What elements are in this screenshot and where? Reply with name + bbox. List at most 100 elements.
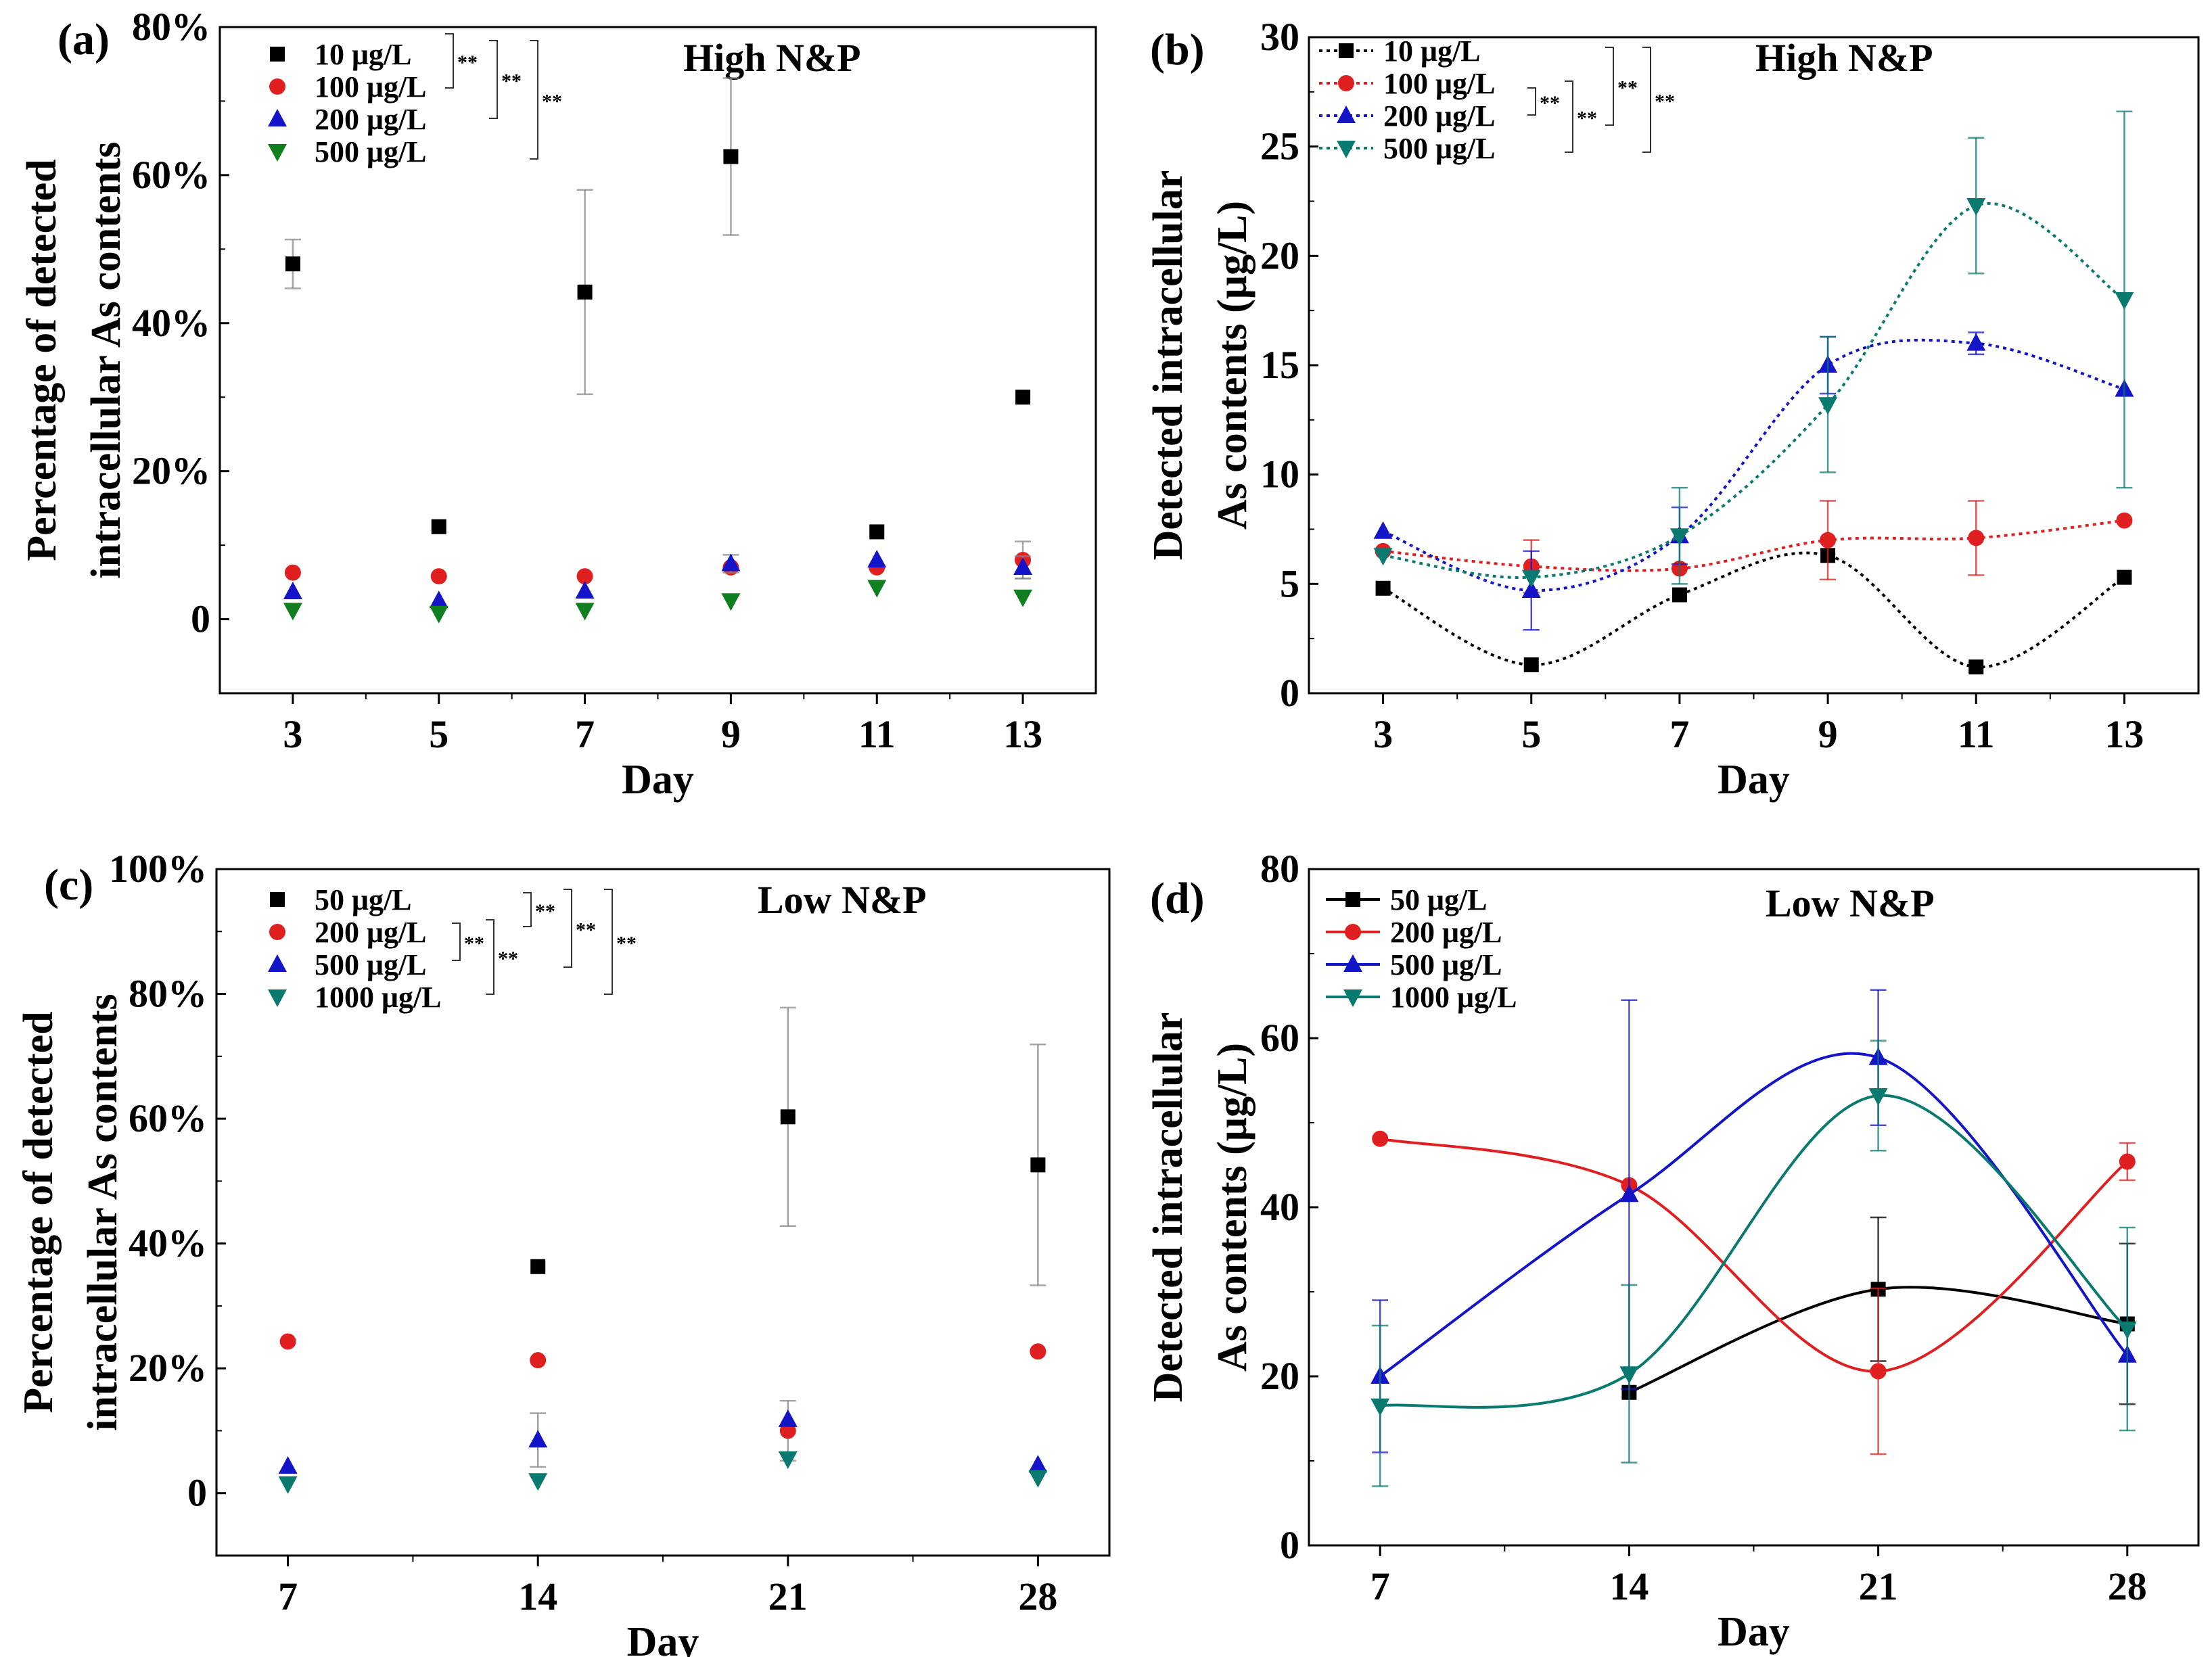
series-4 xyxy=(1373,110,2134,588)
y-tick-label: 0 xyxy=(1280,1523,1299,1567)
y-tick-label: 100% xyxy=(109,847,207,891)
bracket-line xyxy=(530,40,538,160)
significance-mark: ** xyxy=(1540,92,1560,114)
legend-marker xyxy=(1345,892,1360,907)
bracket-line xyxy=(1642,47,1651,153)
legend-label: 1000 μg/L xyxy=(1390,981,1517,1014)
legend-label: 100 μg/L xyxy=(1383,67,1496,100)
data-point xyxy=(1015,390,1031,405)
significance-mark: ** xyxy=(457,51,478,74)
x-axis-title: Day xyxy=(1718,1609,1790,1655)
data-point xyxy=(1966,333,1986,351)
y-tick-label: 0 xyxy=(1280,671,1299,715)
data-point xyxy=(1619,1184,1639,1203)
x-tick-label: 13 xyxy=(1003,712,1042,756)
chart-panel-c: 0 20% 40% 60% 80% 100% 7 14 21 28 Day Percentage of… xyxy=(16,847,1111,1657)
y-axis-title-line-2: As contents (μg/L) xyxy=(1209,1043,1255,1372)
data-point xyxy=(867,550,887,567)
y-tick-label: 25 xyxy=(1260,124,1299,168)
y-axis-title-line-1: Detected intracellular xyxy=(1145,1012,1191,1403)
x-tick-label: 7 xyxy=(1370,1564,1390,1608)
series-line xyxy=(1383,519,2125,572)
series-1 xyxy=(530,1006,1046,1286)
data-point xyxy=(283,582,302,600)
series-line xyxy=(1382,551,2125,669)
significance-bracket: ** xyxy=(1605,47,1638,126)
y-tick-label: 20 xyxy=(1260,233,1299,277)
data-point xyxy=(1030,1343,1046,1360)
legend-marker xyxy=(1343,989,1362,1007)
data-point xyxy=(283,603,302,621)
data-point xyxy=(1521,580,1541,599)
bracket-line xyxy=(1565,80,1573,153)
legend-label: 200 μg/L xyxy=(315,916,427,949)
significance-bracket: ** xyxy=(1565,80,1597,153)
bracket-line xyxy=(486,919,494,995)
x-axis-title: Day xyxy=(627,1619,699,1657)
significance-bracket: ** xyxy=(445,33,478,89)
legend-label: 1000 μg/L xyxy=(315,981,442,1014)
x-tick-label: 11 xyxy=(1958,712,1995,756)
legend-entry-4: 500 μg/L xyxy=(268,135,427,168)
data-point xyxy=(1373,548,1393,566)
data-point xyxy=(1868,1088,1888,1106)
data-point xyxy=(721,593,741,611)
y-axis-title-line-1: Percentage of detected xyxy=(19,159,65,561)
data-point xyxy=(1373,521,1393,539)
x-tick-label: 21 xyxy=(1859,1564,1898,1608)
legend-marker xyxy=(268,109,287,126)
legend-marker xyxy=(1337,141,1356,158)
y-tick-label: 30 xyxy=(1260,15,1299,59)
series-1 xyxy=(1375,548,2132,675)
data-point xyxy=(1372,1130,1389,1147)
legend-entry-1: 50 μg/L xyxy=(1326,883,1488,916)
y-tick-label: 80% xyxy=(132,5,210,49)
data-point xyxy=(429,590,448,609)
legend-marker xyxy=(1343,954,1362,972)
series-line xyxy=(1379,1052,2129,1378)
data-point xyxy=(1013,589,1033,607)
legend-entry-3: 200 μg/L xyxy=(1319,99,1496,133)
data-point xyxy=(1030,1157,1046,1173)
data-point xyxy=(528,1473,548,1491)
data-point xyxy=(867,580,887,598)
x-tick-label: 11 xyxy=(858,712,896,756)
significance-bracket: ** xyxy=(486,919,518,995)
data-point xyxy=(1818,397,1838,415)
y-tick-label: 10 xyxy=(1260,452,1299,496)
legend-label: 200 μg/L xyxy=(1383,99,1496,133)
data-point xyxy=(1672,587,1687,603)
significance-mark: ** xyxy=(501,70,522,93)
data-point xyxy=(1028,1455,1048,1473)
data-point xyxy=(1968,530,1985,546)
bracket-line xyxy=(1605,47,1614,126)
bracket-line xyxy=(452,923,461,961)
bracket-line xyxy=(1527,87,1536,116)
significance-mark: ** xyxy=(616,933,637,955)
legend-entry-4: 1000 μg/L xyxy=(268,981,442,1014)
data-point xyxy=(778,1409,798,1427)
series-line xyxy=(1382,338,2125,592)
series-1 xyxy=(284,77,1031,540)
legend-marker xyxy=(268,144,287,162)
significance-mark: ** xyxy=(542,91,562,113)
significance-bracket: ** xyxy=(489,40,522,119)
series-line xyxy=(1383,202,2125,580)
panel-label: (c) xyxy=(44,860,93,910)
data-point xyxy=(1820,532,1837,549)
legend-label: 200 μg/L xyxy=(1390,916,1502,949)
data-point xyxy=(576,568,593,585)
series-3 xyxy=(278,1409,1048,1474)
legend-label: 500 μg/L xyxy=(1383,132,1496,165)
legend-entry-3: 200 μg/L xyxy=(268,103,427,136)
significance-mark: ** xyxy=(498,948,518,970)
y-axis-title-line-2: intracellular As contents xyxy=(83,141,129,578)
legend-entry-2: 100 μg/L xyxy=(269,70,427,103)
x-tick-label: 28 xyxy=(1018,1574,1057,1618)
data-point xyxy=(528,1430,548,1448)
y-tick-label: 40% xyxy=(132,301,210,345)
x-tick-label: 7 xyxy=(1669,712,1689,756)
data-point xyxy=(1375,580,1391,596)
legend-entry-1: 10 μg/L xyxy=(1319,34,1481,68)
condition-label: Low N&P xyxy=(1766,881,1935,925)
